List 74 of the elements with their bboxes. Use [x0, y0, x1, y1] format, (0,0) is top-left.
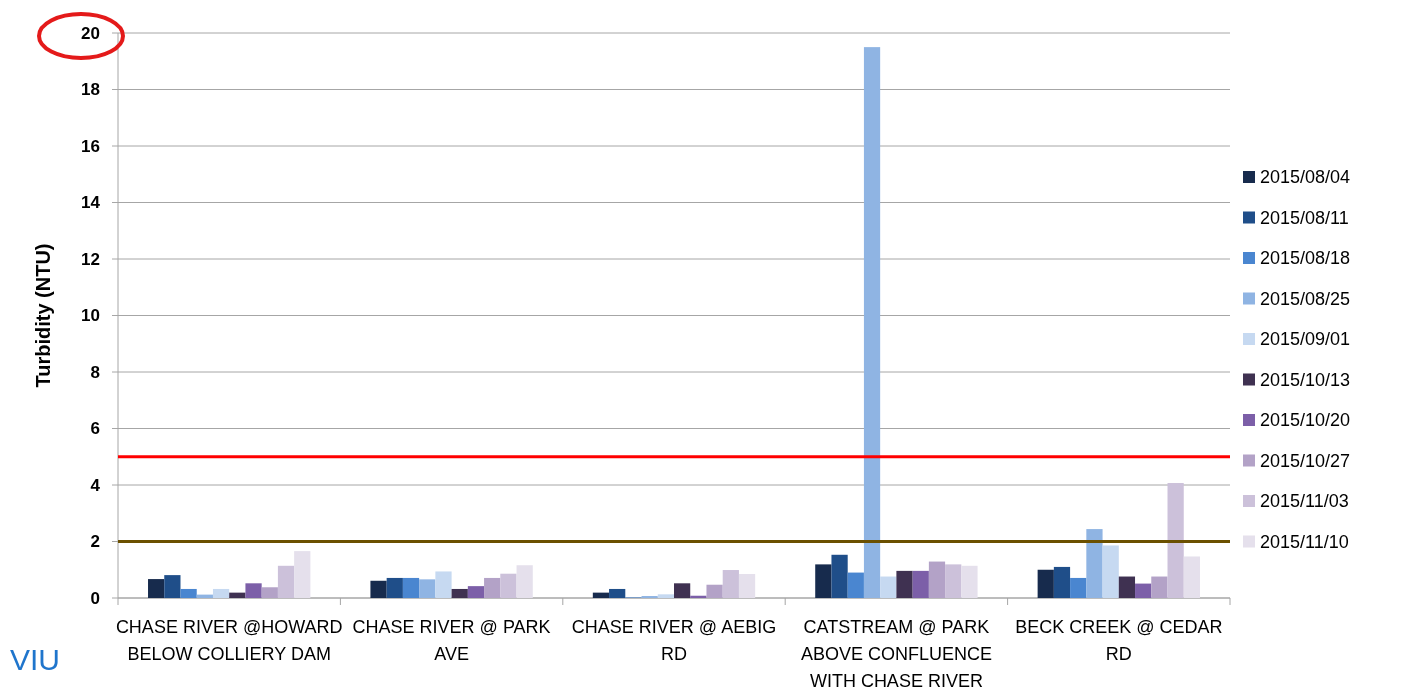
bar: [484, 577, 501, 598]
bar: [261, 587, 278, 598]
bar: [467, 586, 485, 598]
bar: [1167, 483, 1184, 598]
bar: [1183, 556, 1200, 598]
bar: [609, 588, 626, 598]
bar: [831, 554, 848, 598]
bar: [945, 564, 962, 598]
bar: [370, 580, 387, 598]
y-axis-title: Turbidity (NTU): [32, 243, 54, 388]
bar: [738, 573, 756, 598]
bar: [1151, 576, 1168, 598]
bar: [277, 565, 295, 598]
y-tick-label: 14: [81, 193, 101, 213]
y-tick-label: 0: [90, 588, 100, 608]
bar: [451, 588, 468, 598]
bar: [1102, 545, 1119, 598]
bar: [674, 583, 691, 598]
bar: [516, 565, 533, 598]
y-tick-label: 4: [90, 475, 101, 495]
bar: [815, 564, 832, 598]
bar: [294, 551, 311, 598]
y-tick-label: 18: [81, 80, 100, 100]
bar: [592, 592, 610, 598]
bar: [402, 577, 420, 598]
x-tick-label: CHASE RIVER @ PARK AVE: [352, 617, 551, 664]
bar: [435, 571, 452, 598]
bar: [706, 584, 723, 598]
y-tick-label: 12: [81, 249, 100, 269]
bar: [164, 575, 181, 598]
bar: [229, 592, 246, 598]
y-tick-label: 8: [90, 362, 100, 382]
bar: [928, 561, 946, 598]
legend-label: 2015/08/25: [1260, 288, 1351, 309]
bar: [1037, 569, 1054, 598]
legend-label: 2015/11/03: [1260, 491, 1349, 512]
bar: [1118, 576, 1136, 598]
y-tick-label: 20: [81, 23, 100, 43]
bar: [212, 588, 230, 598]
legend-label: 2015/08/18: [1260, 248, 1351, 269]
legend-label: 2015/10/20: [1260, 410, 1351, 431]
bar: [1086, 529, 1103, 598]
x-tick-label: BECK CREEK @ CEDAR RD: [1015, 617, 1223, 664]
bar: [1053, 566, 1071, 598]
x-tick-label: CHASE RIVER @HOWARD BELOW COLLIERY DAM: [115, 617, 343, 664]
bar: [245, 583, 262, 598]
x-tick-label: CATSTREAM @ PARK ABOVE CONFLUENCE WITH CHASE RIVER: [800, 617, 992, 691]
legend-label: 2015/10/27: [1260, 450, 1351, 471]
bar: [722, 570, 739, 598]
bar: [180, 588, 197, 598]
legend-label: 2015/11/10: [1260, 531, 1349, 552]
bar: [863, 47, 881, 598]
text: VIU: [10, 643, 61, 676]
legend-label: 2015/10/13: [1260, 369, 1351, 390]
bar: [386, 577, 403, 598]
bar: [961, 565, 978, 598]
bar: [896, 570, 913, 598]
x-tick-label: CHASE RIVER @ AEBIG RD: [571, 617, 777, 664]
bar: [912, 570, 929, 598]
legend-label: 2015/08/11: [1260, 207, 1349, 228]
bar: [657, 594, 674, 598]
bar: [148, 579, 165, 598]
bar: [847, 572, 864, 598]
bar: [1070, 577, 1087, 598]
y-tick-label: 16: [81, 136, 100, 156]
legend-label: 2015/08/04: [1260, 167, 1351, 188]
bar: [1135, 583, 1152, 598]
y-tick-label: 2: [90, 532, 100, 552]
bar: [880, 576, 897, 598]
legend-label: 2015/09/01: [1260, 329, 1351, 350]
y-tick-label: 6: [90, 419, 100, 439]
bar: [500, 573, 517, 598]
bar: [419, 579, 436, 598]
y-tick-label: 10: [81, 306, 100, 326]
